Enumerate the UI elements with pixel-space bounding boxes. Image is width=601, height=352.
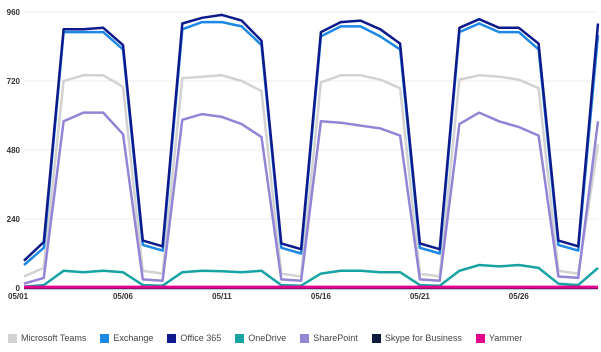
legend-label: SharePoint <box>313 333 358 343</box>
legend-label: Exchange <box>113 333 154 343</box>
legend-swatch <box>371 333 381 343</box>
legend-item[interactable]: Skype for Business <box>371 333 462 343</box>
series-line-sharepoint[interactable] <box>23 111 600 285</box>
y-axis-ticks: 0 240 480 720 960 <box>7 8 21 293</box>
x-tick-label: 05/26 <box>509 292 530 301</box>
y-tick-label: 0 <box>16 284 21 293</box>
legend-label: Office 365 <box>180 333 222 343</box>
y-tick-label: 960 <box>7 8 21 17</box>
y-tick-label: 480 <box>7 146 21 155</box>
legend-item[interactable]: Yammer <box>475 333 523 343</box>
legend-item[interactable]: SharePoint <box>300 333 358 343</box>
x-tick-label: 05/06 <box>113 292 134 301</box>
y-tick-label: 720 <box>7 77 21 86</box>
legend-swatch <box>100 333 110 343</box>
legend-swatch <box>235 333 245 343</box>
series-lines <box>23 13 600 290</box>
x-axis-ticks: 05/01 05/06 05/11 05/16 05/21 05/26 <box>8 292 529 301</box>
legend-item[interactable]: Office 365 <box>167 333 221 343</box>
series-line-onedrive[interactable] <box>23 263 599 288</box>
x-tick-label: 05/11 <box>212 292 232 301</box>
legend-label: Skype for Business <box>384 333 462 343</box>
legend-item[interactable]: Exchange <box>100 333 153 343</box>
legend-item[interactable]: OneDrive <box>235 333 286 343</box>
legend-label: Microsoft Teams <box>21 333 87 343</box>
x-tick-label: 05/01 <box>8 292 29 301</box>
series-line-office-365[interactable] <box>23 13 600 262</box>
legend-item[interactable]: Microsoft Teams <box>8 333 86 343</box>
legend-label: OneDrive <box>248 333 287 343</box>
legend-swatch <box>300 333 310 343</box>
chart-legend: Microsoft Teams Exchange Office 365 OneDriv… <box>8 330 536 346</box>
legend-swatch <box>475 333 485 343</box>
series-line-microsoft-teams[interactable] <box>23 74 600 278</box>
x-tick-label: 05/16 <box>311 292 332 301</box>
x-tick-label: 05/21 <box>410 292 431 301</box>
y-tick-label: 240 <box>7 215 21 224</box>
legend-swatch <box>8 333 17 343</box>
legend-label: Yammer <box>488 333 523 343</box>
legend-swatch <box>167 333 177 343</box>
